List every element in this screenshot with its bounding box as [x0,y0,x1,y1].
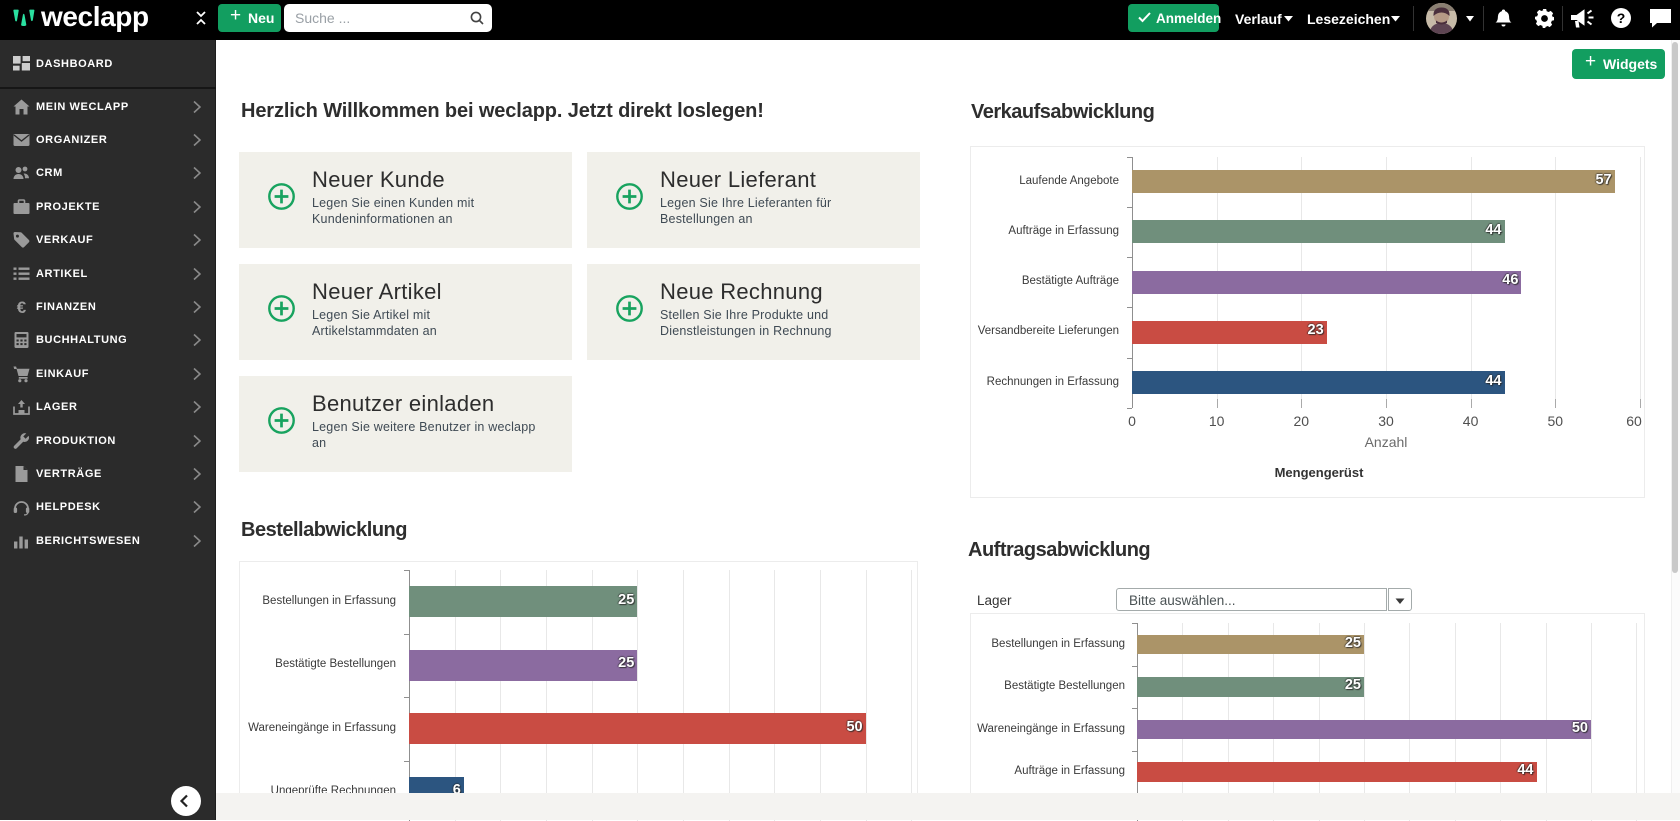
svg-text:?: ? [1617,10,1626,26]
svg-text:€: € [17,299,27,316]
